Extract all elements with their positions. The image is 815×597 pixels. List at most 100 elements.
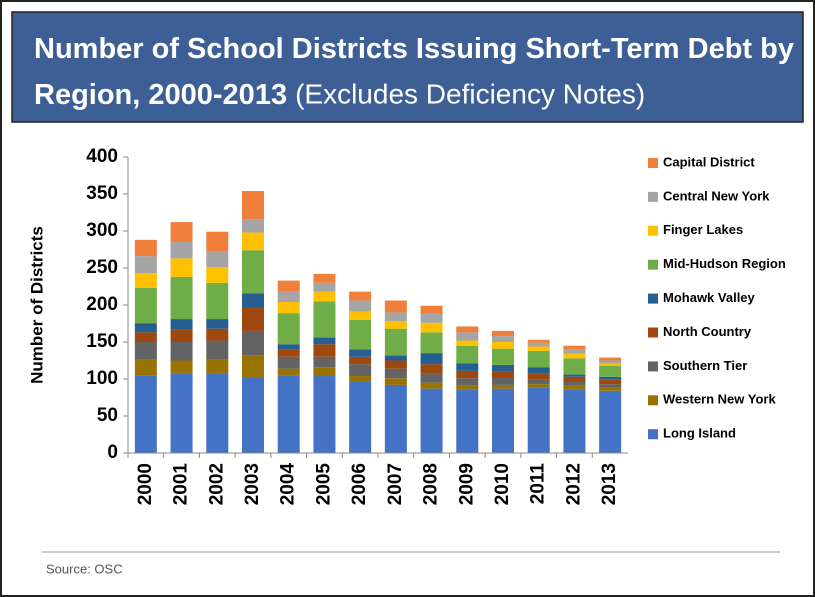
bar-segment: [384, 328, 407, 356]
legend-label: Mid-Hudson Region: [663, 256, 786, 271]
legend-label: Western New York: [663, 392, 776, 407]
bar-segment: [349, 381, 372, 453]
bar-segment: [563, 345, 586, 350]
legend-label: North Country: [663, 324, 752, 339]
bar-segment: [134, 256, 157, 274]
bar-segment: [456, 345, 479, 364]
bar-segment: [420, 373, 443, 383]
bar-segment: [313, 273, 336, 283]
source: Source: OSC: [46, 561, 123, 576]
x-tick-label: 2008: [421, 463, 442, 505]
bar-segment: [563, 385, 586, 390]
bar-segment: [527, 379, 550, 385]
bar-segment: [492, 348, 514, 365]
bar-segment: [277, 375, 300, 453]
y-tick-label: 400: [86, 146, 118, 167]
legend-swatch: [648, 191, 658, 202]
bar-segment: [492, 371, 514, 378]
bar-segment: [420, 382, 443, 389]
bar-segment: [420, 305, 443, 314]
bar-segment: [492, 364, 514, 372]
bar-segment: [134, 342, 157, 360]
bar-segment: [492, 384, 514, 389]
bar-segment: [206, 250, 229, 268]
bar-segment: [492, 336, 514, 342]
legend-label: Southern Tier: [663, 358, 747, 373]
legend-label: Mohawk Valley: [663, 290, 756, 305]
legend-swatch: [648, 429, 658, 440]
x-tick-label: 2009: [456, 463, 477, 505]
bar-segment: [384, 355, 407, 361]
bar-segment: [277, 280, 300, 292]
bar-segment: [599, 363, 622, 366]
bar-segment: [206, 340, 229, 360]
bar-segment: [349, 364, 372, 377]
bar-segment: [384, 384, 407, 453]
bar-segment: [599, 376, 622, 380]
bar-segment: [599, 360, 622, 364]
bar-segment: [456, 389, 479, 453]
bar-segment: [206, 328, 229, 341]
bar-segment: [420, 332, 443, 354]
bar-segment: [242, 293, 264, 308]
bar-segment: [242, 377, 264, 453]
header: [11, 11, 804, 123]
bar-segment: [456, 385, 479, 390]
bar-segment: [492, 342, 514, 349]
bar-segment: [527, 350, 550, 368]
bar-segment: [599, 357, 622, 361]
bar-segment: [206, 282, 229, 320]
x-tick-label: 2011: [528, 463, 549, 505]
bar-segment: [349, 311, 372, 320]
x-tick-label: 2000: [135, 463, 156, 505]
bar-segment: [420, 322, 443, 333]
bar-segment: [206, 267, 229, 283]
bar-segment: [527, 342, 550, 347]
x-tick-label: 2012: [563, 463, 584, 505]
legend-label: Capital District: [663, 154, 755, 169]
bar-segment: [456, 326, 479, 333]
bar-segment: [492, 388, 514, 453]
y-tick-label: 200: [86, 294, 118, 315]
bar-segment: [242, 355, 264, 378]
bar-segment: [527, 339, 550, 343]
y-tick-label: 150: [86, 331, 118, 352]
bar-segment: [420, 388, 443, 453]
bar-segment: [170, 319, 193, 330]
bar-segment: [170, 329, 193, 342]
bar-segment: [599, 384, 622, 388]
bar-segment: [206, 359, 229, 374]
bar-segment: [527, 384, 550, 388]
legend-swatch: [648, 361, 658, 372]
bar-segment: [456, 370, 479, 379]
bar-segment: [170, 373, 193, 453]
bar-segment: [134, 375, 157, 453]
bar-segment: [170, 222, 193, 243]
legend-label: Long Island: [663, 426, 736, 441]
bar-segment: [242, 330, 264, 356]
bar-segment: [313, 376, 336, 453]
chart-title: Number of School Districts Issuing Short…: [34, 33, 794, 111]
bar-segment: [134, 287, 157, 324]
bar-segment: [277, 368, 300, 376]
bar-segment: [277, 349, 300, 357]
bar-segment: [277, 291, 300, 303]
x-tick-label: 2004: [278, 463, 299, 506]
legend-label: Finger Lakes: [663, 222, 743, 237]
bar-segment: [242, 219, 264, 233]
bar-segment: [456, 363, 479, 371]
bar-segment: [563, 358, 586, 375]
bar-segment: [242, 307, 264, 331]
bar-segment: [563, 374, 586, 377]
bar-segment: [456, 340, 479, 346]
bar-segment: [563, 349, 586, 354]
bar-segment: [349, 376, 372, 382]
legend-swatch: [648, 293, 658, 304]
bar-segment: [242, 250, 264, 294]
bar-segment: [170, 242, 193, 259]
x-tick-label: 2002: [206, 463, 227, 505]
y-tick-label: 0: [107, 442, 118, 463]
bar-segment: [384, 368, 407, 379]
legend-swatch: [648, 395, 658, 406]
y-tick-label: 350: [86, 183, 118, 204]
